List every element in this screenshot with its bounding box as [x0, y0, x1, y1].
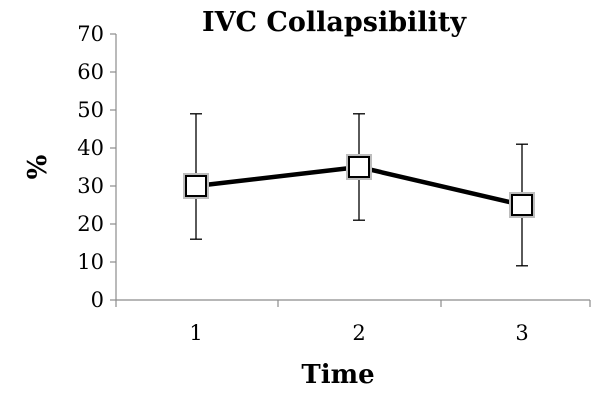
data-point: [511, 194, 533, 216]
y-tick-label: 0: [91, 288, 104, 312]
y-tick-label: 50: [77, 98, 104, 122]
y-axis-label: %: [23, 154, 53, 179]
x-tick-label: 3: [515, 321, 528, 345]
data-point: [348, 156, 370, 178]
y-tick-label: 40: [77, 136, 104, 160]
plot-area: 0 10 20 30 40 50 60 70 1 2 3: [77, 22, 591, 345]
y-tick-label: 20: [77, 212, 104, 236]
y-tick-label: 70: [77, 22, 104, 46]
y-tick-label: 60: [77, 60, 104, 84]
chart-title: IVC Collapsibility: [202, 7, 467, 38]
x-axis-label: Time: [301, 360, 374, 390]
y-tick-label: 30: [77, 174, 104, 198]
data-point: [185, 175, 207, 197]
x-tick-label: 2: [352, 321, 365, 345]
y-tick-label: 10: [77, 250, 104, 274]
x-tick-label: 1: [189, 321, 202, 345]
